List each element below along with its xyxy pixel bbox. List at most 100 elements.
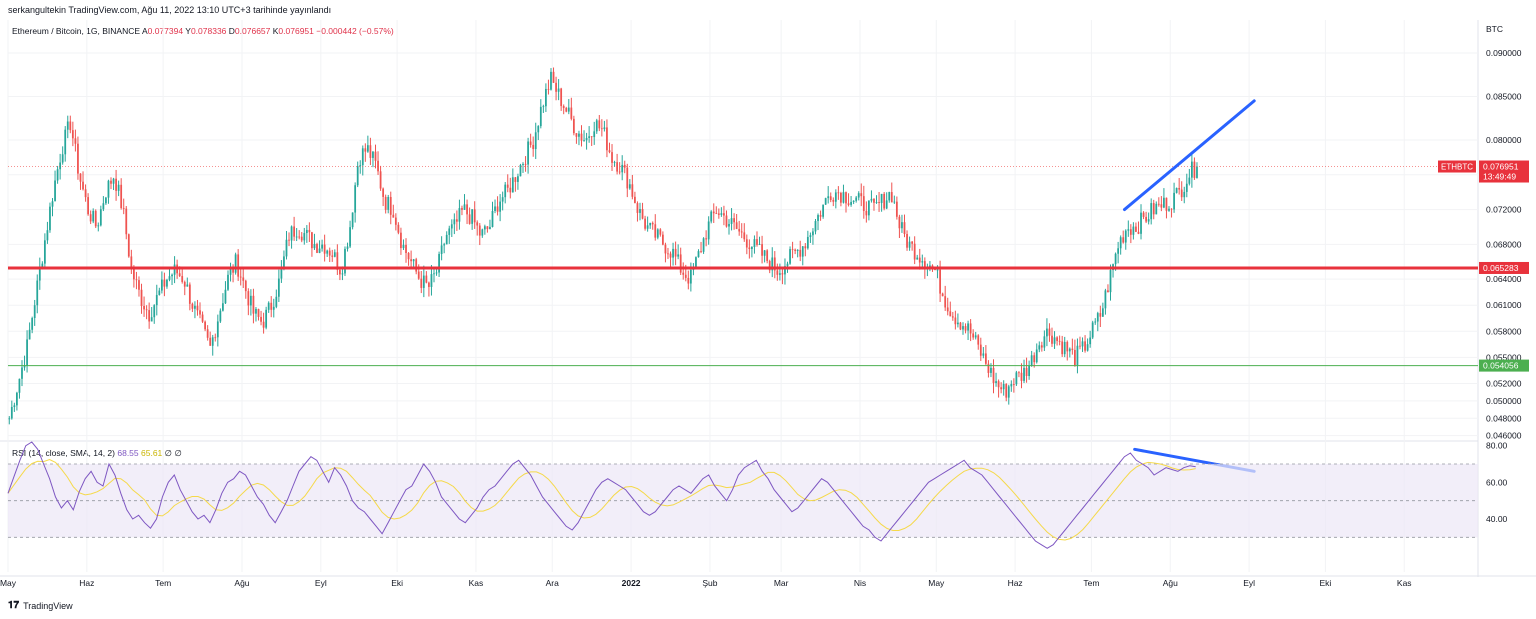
price-chart[interactable]: BTC0.0900000.0850000.0800000.0760000.072… [0,0,1536,600]
candle-body [1175,187,1178,193]
time-tick-label: Kas [469,578,484,588]
candle-body [242,277,245,281]
axis-unit: BTC [1486,24,1503,34]
candle-body [1180,189,1183,198]
symbol-label: ETHBTC [1441,163,1473,172]
time-tick-label: Şub [702,578,717,588]
candle-body [87,197,90,215]
candle-body [440,245,443,254]
candle-body [547,88,550,90]
time-tick-label: Tem [1083,578,1099,588]
candle-body [840,192,842,203]
candle-body [567,107,570,112]
candle-body [733,218,735,223]
price-line-label: 0.065283 [1483,263,1519,273]
candle-body [1015,372,1018,385]
candle-body [186,284,189,287]
candle-body [1012,384,1015,385]
candle-body [428,282,430,287]
candle-body [781,273,784,275]
candle-body [631,184,634,197]
candle-body [656,229,659,238]
high-label: Y [185,26,191,36]
candle-body [94,210,97,227]
candle-body [262,321,265,328]
candle-body [209,337,212,346]
candle-body [913,243,916,260]
rsi-ma-line [7,458,1196,541]
candle-body [974,335,977,338]
candle-body [387,196,390,210]
price-tick-label: 0.085000 [1486,92,1522,102]
candle-body [1150,203,1153,220]
candle-body [641,208,644,219]
candle-body [1101,308,1104,317]
time-tick-label: May [0,578,17,588]
candle-body [1124,230,1127,243]
candle-body [923,261,926,269]
price-axis: BTC0.0900000.0850000.0800000.0760000.072… [1438,24,1529,524]
candle-body [728,223,730,227]
candle-body [71,130,74,139]
candle-body [725,215,728,227]
candle-body [349,227,351,247]
candle-body [275,296,278,307]
candle-body [1107,290,1109,293]
candle-body [1020,372,1023,381]
time-tick-label: Ağu [234,578,249,588]
candle-body [778,273,781,275]
candle-body [799,249,802,257]
time-tick-label: Eki [1319,578,1331,588]
candle-body [36,280,39,306]
candle-body [1157,203,1160,205]
candle-body [130,256,133,268]
candle-body [649,222,652,226]
candle-body [148,310,151,322]
candle-body [402,244,405,249]
candle-body [102,203,105,210]
footer: 𝟏𝟕 TradingView [8,600,73,611]
candle-body [1046,328,1048,337]
candle-body [634,196,636,204]
candle-body [700,251,702,252]
candle-body [288,239,290,241]
candle-body [476,222,479,226]
candle-body [791,249,794,250]
candle-body [49,206,51,231]
candle-body [1068,348,1071,352]
candle-body [59,162,62,170]
candle-body [936,269,939,271]
candle-body [539,106,542,127]
candle-body [323,244,326,254]
candle-body [313,243,316,249]
horizontal-lines [8,166,1478,367]
candle-body [163,279,166,287]
candle-body [204,321,206,330]
candle-body [384,196,387,210]
candle-body [143,305,145,310]
candle-body [222,303,224,311]
candle-body [626,167,629,189]
candle-body [1040,345,1043,348]
tradingview-logo-icon: 𝟏𝟕 [8,600,20,611]
candle-body [565,107,568,112]
open-value: 0.077394 [147,26,184,36]
candle-body [618,171,621,173]
candle-body [773,257,776,271]
candle-body [89,214,92,222]
candle-body [578,133,580,137]
candle-body [305,229,308,234]
candle-body [870,198,873,201]
candle-body [303,233,306,241]
candle-body [857,193,860,198]
candle-body [883,193,886,209]
footer-brand: TradingView [23,600,73,611]
candle-body [66,121,69,130]
candle-body [369,145,372,158]
time-tick-label: Nis [854,578,866,588]
time-tick-label: Haz [79,578,94,588]
candle-body [669,253,672,258]
candle-body [18,378,21,393]
low-value: 0.076657 [234,26,271,36]
candle-body [336,252,339,270]
